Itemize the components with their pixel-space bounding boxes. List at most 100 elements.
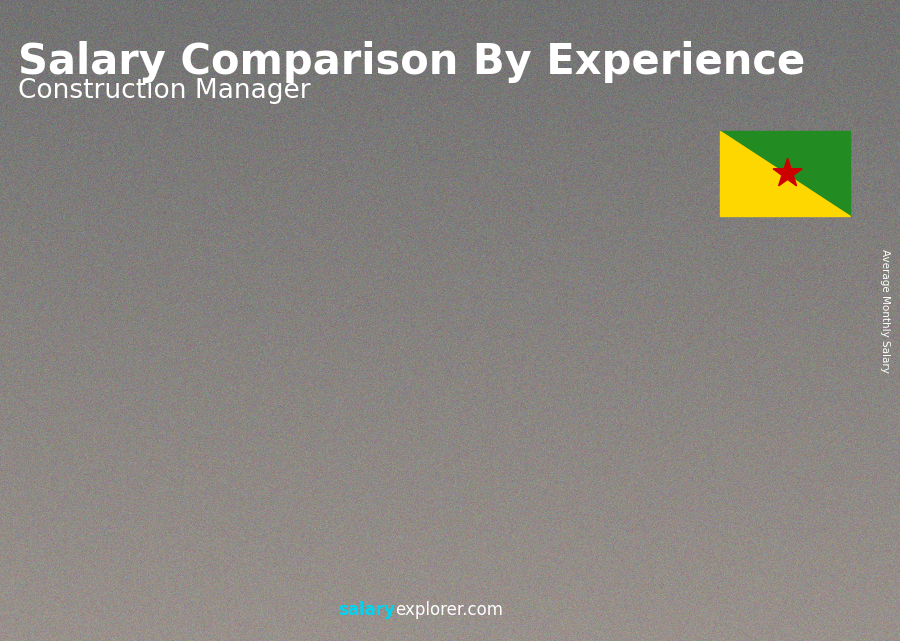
Bar [372, 526, 429, 532]
Bar [150, 531, 208, 534]
Bar [704, 512, 761, 524]
Bar [482, 522, 540, 531]
Bar [593, 515, 651, 526]
Bar [150, 532, 208, 534]
Bar [261, 528, 319, 531]
Bar [261, 529, 319, 532]
Bar [261, 529, 319, 533]
Bar [704, 514, 761, 526]
Bar [150, 530, 208, 533]
Bar [372, 524, 429, 530]
Text: +nan%: +nan% [288, 318, 348, 333]
Text: +nan%: +nan% [177, 388, 238, 404]
Bar [150, 531, 208, 533]
Bar [150, 531, 208, 533]
Bar [150, 530, 208, 533]
Bar [704, 519, 761, 531]
Text: Salary Comparison By Experience: Salary Comparison By Experience [18, 41, 806, 83]
Bar [372, 522, 429, 529]
Bar [482, 520, 540, 529]
Bar [150, 531, 208, 533]
Bar [704, 517, 761, 529]
Bar [593, 522, 651, 533]
Text: explorer.com: explorer.com [395, 601, 503, 619]
Bar [261, 529, 319, 533]
Polygon shape [773, 158, 802, 186]
Bar [261, 528, 319, 531]
Bar [261, 529, 319, 533]
Bar [372, 526, 429, 533]
Bar [372, 526, 429, 532]
Bar [482, 520, 540, 528]
Text: 0 EUR: 0 EUR [498, 273, 533, 287]
Bar [150, 531, 208, 533]
Text: 15 to 20: 15 to 20 [588, 554, 656, 569]
Bar [593, 520, 651, 531]
Bar [704, 520, 761, 532]
Polygon shape [261, 436, 329, 442]
Bar [150, 531, 208, 534]
Bar [593, 521, 651, 531]
Bar [482, 519, 540, 528]
Polygon shape [319, 436, 329, 534]
Bar [261, 528, 319, 531]
Bar [593, 520, 651, 530]
Bar [372, 524, 429, 531]
Bar [482, 525, 540, 533]
Bar [372, 528, 429, 534]
Bar [704, 510, 761, 522]
Bar [482, 525, 540, 534]
Bar [593, 517, 651, 528]
Polygon shape [761, 178, 772, 534]
Text: salary: salary [338, 601, 395, 619]
Bar [261, 528, 319, 532]
Bar [704, 517, 761, 529]
Bar [704, 513, 761, 526]
Polygon shape [208, 481, 219, 534]
Bar [150, 531, 208, 533]
Bar [704, 513, 761, 526]
Polygon shape [372, 367, 440, 374]
Text: Average Monthly Salary: Average Monthly Salary [880, 249, 890, 373]
Bar [372, 527, 429, 533]
Bar [372, 522, 429, 529]
Bar [372, 524, 429, 530]
Bar [593, 520, 651, 531]
Text: 10 to 15: 10 to 15 [477, 554, 545, 569]
Bar [704, 520, 761, 533]
Text: Construction Manager: Construction Manager [18, 78, 310, 104]
Bar [482, 524, 540, 532]
Bar [704, 513, 761, 525]
Bar [704, 512, 761, 524]
Bar [593, 521, 651, 532]
Bar [372, 524, 429, 529]
Polygon shape [720, 131, 850, 216]
Bar [261, 529, 319, 533]
Bar [150, 531, 208, 534]
Bar [482, 521, 540, 529]
Text: +nan%: +nan% [509, 178, 570, 194]
Polygon shape [540, 296, 551, 534]
Bar [482, 523, 540, 531]
Bar [372, 527, 429, 533]
Bar [372, 528, 429, 533]
Bar [704, 520, 761, 533]
Bar [482, 522, 540, 530]
Bar [482, 519, 540, 527]
Bar [593, 519, 651, 529]
Bar [593, 523, 651, 533]
Bar [704, 519, 761, 531]
Bar [150, 531, 208, 533]
Bar [704, 511, 761, 523]
Bar [261, 527, 319, 531]
Bar [150, 531, 208, 533]
Bar [482, 522, 540, 531]
Polygon shape [720, 131, 850, 216]
Bar [593, 518, 651, 529]
Bar [372, 526, 429, 531]
Bar [372, 526, 429, 532]
Bar [261, 530, 319, 534]
Bar [482, 523, 540, 531]
Bar [593, 523, 651, 533]
Bar [704, 510, 761, 523]
